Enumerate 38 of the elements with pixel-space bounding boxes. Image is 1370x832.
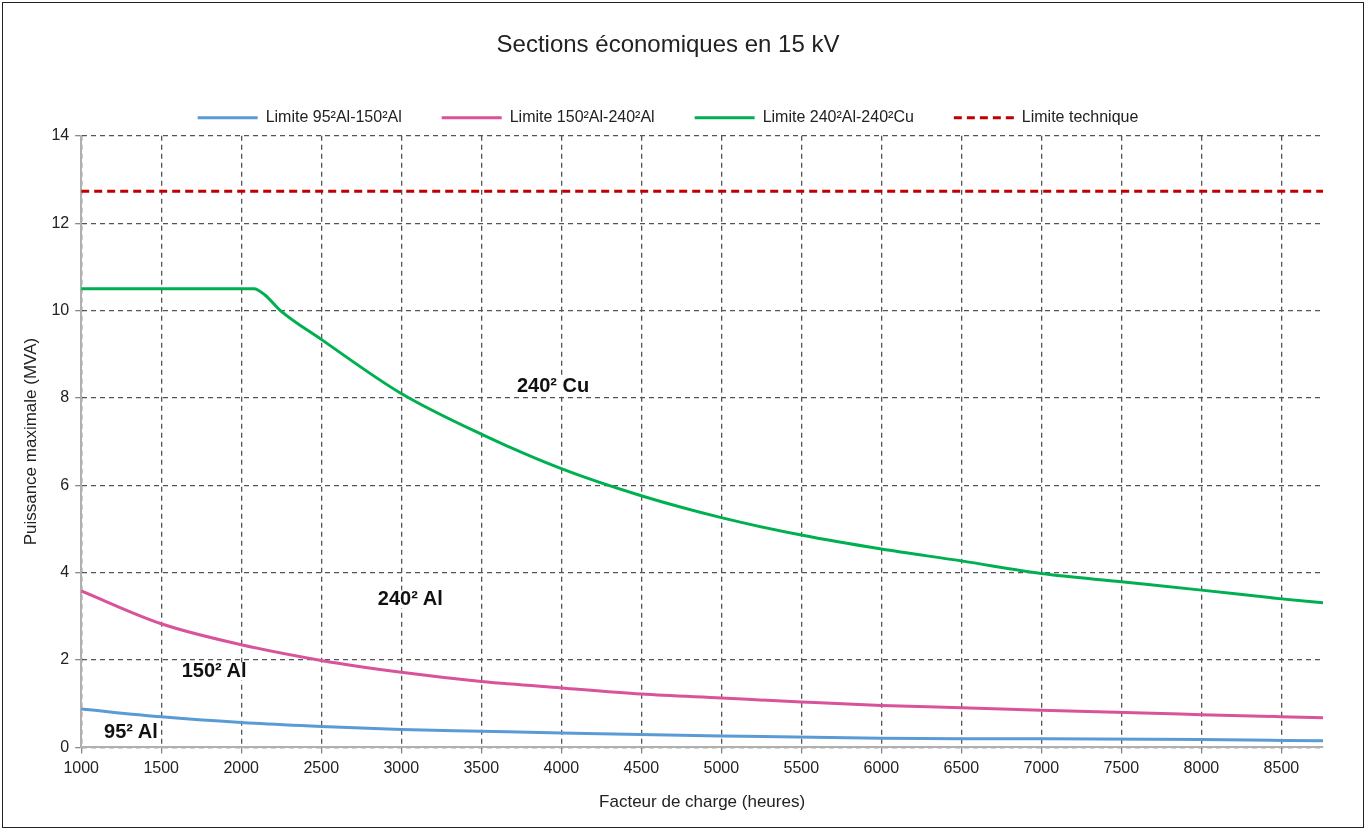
legend-label: Limite technique	[1021, 108, 1139, 126]
y-tick-label: 12	[51, 213, 70, 231]
x-tick-label: 8500	[1263, 759, 1300, 777]
x-axis-title: Facteur de charge (heures)	[599, 792, 806, 812]
y-tick-label: 14	[51, 126, 70, 144]
y-axis-title: Puissance maximale (MVA)	[20, 337, 40, 546]
legend-label: Limite 240²Al-240²Cu	[762, 108, 914, 126]
x-tick-label: 7000	[1023, 759, 1060, 777]
x-tick-label: 6000	[863, 759, 900, 777]
y-tick-label: 2	[60, 650, 70, 668]
x-tick-label: 8000	[1183, 759, 1220, 777]
legend-label: Limite 95²Al-150²Al	[265, 108, 402, 126]
x-tick-label: 1000	[63, 759, 100, 777]
annotation: 150² Al	[181, 659, 247, 682]
x-tick-label: 3500	[463, 759, 500, 777]
x-tick-label: 3000	[383, 759, 420, 777]
x-tick-label: 7500	[1103, 759, 1140, 777]
y-tick-label: 10	[51, 300, 70, 318]
x-tick-label: 6500	[943, 759, 980, 777]
legend-label: Limite 150²Al-240²Al	[509, 108, 655, 126]
x-tick-label: 2000	[223, 759, 260, 777]
x-tick-label: 1500	[143, 759, 180, 777]
line-series	[81, 707, 1323, 743]
x-tick-label: 4500	[623, 759, 660, 777]
x-tick-label: 2500	[303, 759, 340, 777]
x-tick-label: 4000	[543, 759, 580, 777]
annotation: 240² Al	[377, 586, 443, 609]
annotation: 95² Al	[104, 720, 158, 743]
line-series	[81, 287, 1323, 605]
chart-title: Sections économiques en 15 kV	[496, 30, 840, 58]
y-tick-label: 8	[60, 388, 70, 406]
y-tick-label: 0	[60, 737, 70, 755]
annotation: 240² Cu	[516, 374, 590, 397]
y-tick-label: 4	[60, 563, 70, 581]
x-tick-label: 5500	[783, 759, 820, 777]
x-tick-label: 5000	[703, 759, 740, 777]
y-tick-label: 6	[60, 475, 70, 493]
line-series	[81, 589, 1323, 720]
